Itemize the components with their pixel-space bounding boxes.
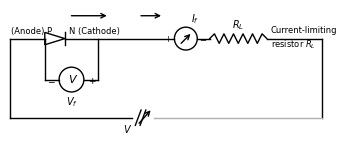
Text: $V$: $V$ <box>123 123 132 135</box>
Text: $+$: $+$ <box>165 34 173 44</box>
Text: (Anode) P: (Anode) P <box>11 27 53 36</box>
Text: $+$: $+$ <box>88 76 96 85</box>
Text: N (Cathode): N (Cathode) <box>69 27 119 36</box>
Text: $V_f$: $V_f$ <box>65 95 77 109</box>
Circle shape <box>59 67 84 92</box>
Text: $-$: $-$ <box>199 34 207 43</box>
Text: $R_L$: $R_L$ <box>232 18 244 32</box>
Circle shape <box>174 27 197 50</box>
Text: $I_f$: $I_f$ <box>191 12 199 26</box>
Text: $-$: $-$ <box>47 76 55 85</box>
Polygon shape <box>45 32 65 45</box>
Text: Current-limiting
resistor $R_L$: Current-limiting resistor $R_L$ <box>271 26 337 51</box>
Text: V: V <box>68 75 75 85</box>
